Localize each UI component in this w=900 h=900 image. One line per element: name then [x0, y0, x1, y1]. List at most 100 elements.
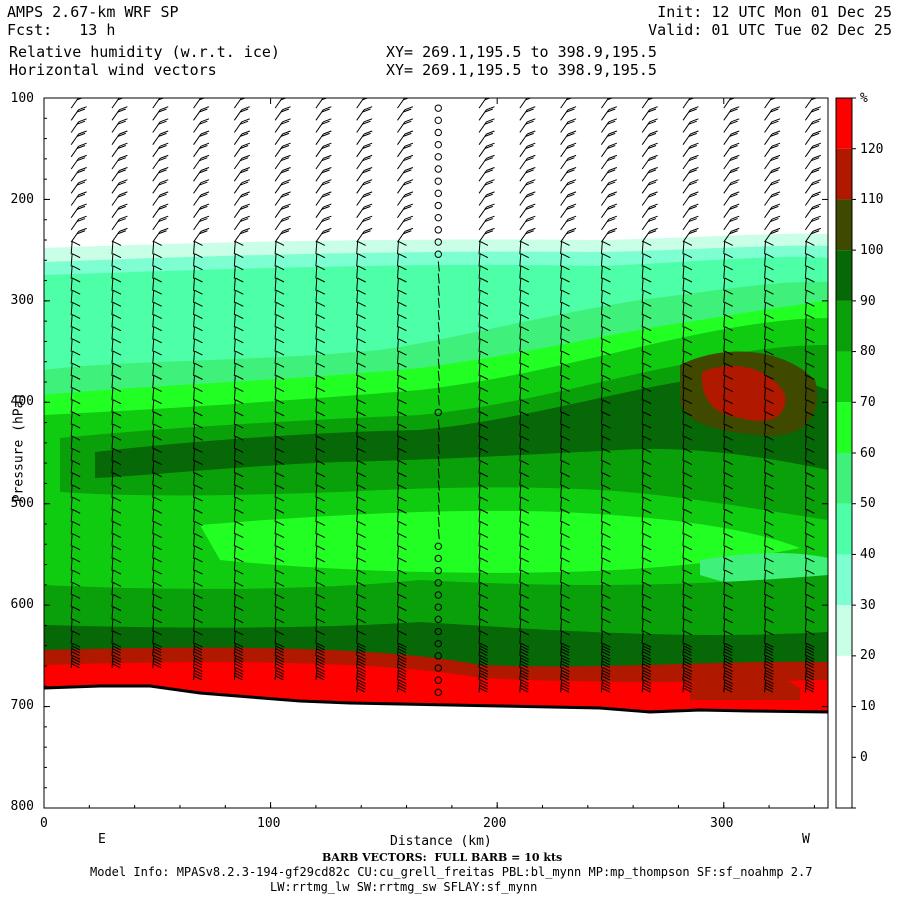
- wind-barb-feather: [683, 520, 693, 526]
- wind-barb-shaft: [519, 618, 522, 632]
- wind-barb-shaft: [600, 533, 603, 547]
- wind-barb-feather: [275, 533, 285, 539]
- wind-barb-feather: [484, 230, 494, 235]
- wind-barb-feather: [357, 253, 366, 259]
- wind-barb-feather: [398, 265, 407, 271]
- wind-barb-shaft: [804, 630, 807, 644]
- wind-barb-feather: [321, 169, 330, 174]
- wind-barb-feather: [479, 642, 489, 648]
- wind-barb-shaft: [70, 472, 73, 486]
- wind-barb-feather: [234, 660, 244, 666]
- wind-barb-shaft: [519, 557, 522, 571]
- wind-barb-feather: [397, 675, 407, 681]
- wind-barb-shaft: [682, 472, 685, 486]
- wind-barb-feather: [234, 648, 244, 654]
- wind-barb-feather: [323, 179, 332, 184]
- wind-barb-shaft: [804, 594, 807, 608]
- wind-barb-feather: [724, 301, 733, 307]
- wind-barb-shaft: [641, 667, 644, 681]
- wind-barb-shaft: [764, 545, 766, 559]
- wind-barb-feather: [153, 362, 162, 368]
- wind-barb-shaft: [682, 679, 685, 693]
- y-tick-500: 500: [10, 496, 34, 511]
- colorbar-segment-120: [836, 98, 852, 149]
- axes: [43, 97, 828, 809]
- wind-barb-shaft: [519, 436, 522, 449]
- wind-barb-feather: [479, 669, 489, 675]
- wind-barb-shaft: [519, 655, 522, 669]
- wind-barb-feather: [199, 157, 208, 162]
- wind-barb-feather: [112, 423, 122, 429]
- wind-barb-feather: [642, 435, 652, 441]
- wind-barb-shaft: [396, 655, 399, 669]
- wind-barb-feather: [356, 687, 366, 693]
- wind-barb-feather: [357, 642, 366, 648]
- wind-barb-feather: [690, 203, 699, 208]
- wind-barb-feather: [765, 569, 774, 575]
- wind-barb-shaft: [682, 436, 685, 449]
- wind-barb-shaft: [560, 545, 563, 559]
- wind-barb-feather: [323, 203, 332, 208]
- wind-barb-shaft: [519, 472, 522, 486]
- wind-barb-feather: [71, 545, 81, 551]
- wind-barb-shaft: [437, 419, 440, 430]
- wind-barb-feather: [561, 241, 570, 246]
- wind-barb-feather: [602, 520, 611, 526]
- wind-barb-feather: [239, 145, 249, 149]
- wind-barb-feather: [76, 108, 86, 113]
- wind-barb-shaft: [111, 399, 114, 413]
- wind-barb-feather: [153, 265, 162, 271]
- wind-barb-feather: [153, 581, 162, 587]
- wind-barb-feather: [117, 145, 126, 149]
- wind-barb-shaft: [478, 630, 481, 644]
- wind-barb-shaft: [315, 290, 318, 303]
- wind-barb-feather: [520, 411, 530, 417]
- wind-barb-feather: [772, 94, 780, 97]
- wind-barb-feather: [520, 682, 529, 687]
- wind-barb-shaft: [193, 448, 195, 462]
- wind-barb-feather: [479, 253, 489, 259]
- wind-barb-shaft: [560, 448, 563, 462]
- wind-barb-feather: [729, 120, 738, 125]
- wind-barb-feather: [76, 145, 86, 149]
- wind-barb-shaft: [723, 448, 726, 462]
- wind-barb-feather: [690, 118, 699, 123]
- wind-barb-shaft: [723, 545, 726, 559]
- wind-barb-shaft: [764, 411, 766, 425]
- wind-barb-shaft: [152, 350, 155, 364]
- wind-barb-shaft: [315, 350, 318, 364]
- wind-barb-feather: [806, 399, 815, 405]
- wind-barb-shaft: [764, 497, 766, 510]
- wind-barb-shaft: [560, 253, 563, 267]
- wind-barb-feather: [235, 387, 244, 392]
- wind-barb-shaft: [315, 509, 318, 523]
- wind-barb-feather: [765, 545, 774, 551]
- wind-barb-feather: [486, 179, 495, 184]
- wind-barb-feather: [729, 132, 738, 137]
- wind-barb-feather: [520, 350, 530, 356]
- wind-barb-feather: [683, 447, 693, 453]
- wind-barb-shaft: [193, 424, 195, 437]
- wind-barb-shaft: [764, 643, 766, 656]
- wind-barb-shaft: [682, 497, 685, 510]
- calm-wind-circle: [434, 603, 442, 611]
- wind-barb-shaft: [600, 363, 603, 376]
- wind-barb-shaft: [804, 290, 807, 303]
- wind-barb-feather: [363, 203, 373, 208]
- wind-barb-shaft: [600, 618, 603, 632]
- wind-barb-feather: [560, 663, 570, 669]
- wind-barb-shaft: [233, 594, 236, 608]
- wind-barb-shaft: [804, 667, 807, 681]
- wind-barb-feather: [527, 215, 536, 220]
- wind-barb-shaft: [193, 667, 195, 681]
- wind-barb-shaft: [682, 545, 685, 559]
- wind-barb-shaft: [70, 350, 73, 364]
- wind-barb-shaft: [641, 472, 644, 486]
- wind-barb-feather: [78, 130, 87, 135]
- wind-barb-feather: [357, 654, 366, 660]
- wind-barb-feather: [642, 460, 652, 466]
- wind-barb-shaft: [111, 521, 114, 535]
- wind-barb-feather: [357, 472, 366, 478]
- wind-barb-shaft: [356, 253, 359, 267]
- wind-barb-feather: [71, 642, 81, 648]
